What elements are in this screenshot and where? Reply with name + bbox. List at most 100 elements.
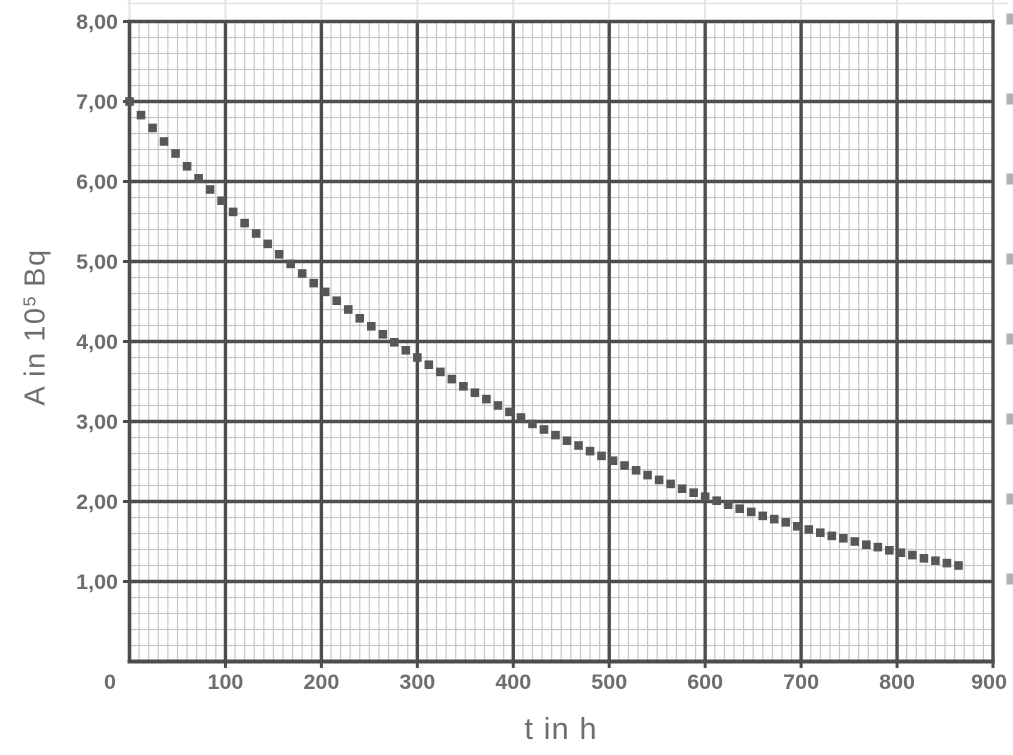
- x-tick-label: 100: [208, 670, 244, 694]
- data-point: [931, 556, 940, 565]
- data-point: [908, 550, 917, 560]
- data-point: [159, 137, 169, 146]
- data-point: [597, 451, 606, 461]
- data-point: [746, 507, 756, 517]
- data-point: [148, 123, 157, 133]
- right-edge-mark: [1006, 333, 1013, 345]
- data-point: [505, 407, 514, 417]
- data-point: [309, 278, 319, 288]
- data-point: [413, 353, 422, 362]
- data-point: [286, 259, 295, 269]
- data-point: [827, 531, 837, 541]
- data-point: [689, 488, 698, 497]
- right-edge-mark: [1006, 413, 1013, 425]
- data-point: [816, 528, 825, 537]
- y-tick-label: 8,00: [76, 10, 118, 34]
- y-axis-title-prefix: A in 10: [19, 306, 52, 406]
- data-point: [297, 269, 307, 278]
- data-point: [136, 110, 146, 120]
- data-point: [896, 548, 906, 557]
- data-point: [228, 207, 238, 217]
- data-point: [251, 229, 261, 238]
- tick-marks: [123, 20, 995, 668]
- right-edge-mark: [1006, 13, 1013, 25]
- data-point: [862, 540, 871, 549]
- y-tick-label: 5,00: [76, 250, 118, 274]
- data-point: [263, 239, 272, 249]
- data-point: [758, 511, 768, 521]
- y-axis-title-exponent: 5: [19, 294, 40, 307]
- data-point: [401, 346, 411, 355]
- x-tick-label: 300: [399, 670, 435, 694]
- data-point: [562, 436, 572, 445]
- data-point: [723, 500, 733, 509]
- data-point: [182, 162, 192, 171]
- right-edge-mark: [1006, 493, 1013, 505]
- data-point: [666, 479, 675, 489]
- data-point: [470, 388, 480, 397]
- right-edge-mark: [1006, 573, 1013, 585]
- data-point: [390, 338, 399, 347]
- data-point: [804, 525, 814, 534]
- data-point: [942, 558, 952, 568]
- data-point: [459, 382, 468, 391]
- data-point: [919, 554, 929, 563]
- data-point: [712, 496, 721, 505]
- x-tick-label: 400: [495, 670, 531, 694]
- data-point: [677, 484, 687, 493]
- data-point: [274, 250, 284, 259]
- data-point: [954, 561, 963, 570]
- data-point: [343, 305, 353, 314]
- data-point: [792, 522, 802, 531]
- data-point: [171, 149, 180, 158]
- x-tick-label: 900: [971, 670, 1007, 694]
- data-point: [528, 419, 537, 429]
- data-point: [885, 546, 894, 555]
- x-tick-label: 800: [879, 670, 915, 694]
- data-point: [608, 456, 618, 465]
- data-point: [493, 401, 503, 410]
- top-crop-artifact: [127, 0, 1008, 19]
- y-tick-label: 3,00: [76, 410, 118, 434]
- y-tick-label: 6,00: [76, 170, 118, 194]
- x-tick-label: 200: [303, 670, 339, 694]
- data-point: [631, 466, 641, 475]
- y-tick-label: 7,00: [76, 90, 118, 114]
- major-grid: [129, 21, 993, 663]
- data-point: [873, 542, 883, 552]
- data-point: [436, 367, 445, 377]
- data-point: [125, 97, 134, 106]
- y-axis-title-suffix: Bq: [19, 248, 52, 287]
- data-point: [539, 425, 549, 434]
- x-tick-label: 500: [591, 670, 627, 694]
- data-point: [332, 296, 342, 305]
- data-point: [735, 504, 745, 513]
- data-point: [240, 218, 249, 228]
- data-point: [700, 492, 710, 501]
- data-point: [516, 413, 526, 422]
- y-tick-label: 2,00: [76, 490, 118, 514]
- data-point: [366, 322, 376, 331]
- data-point: [574, 441, 583, 450]
- data-point: [781, 518, 791, 527]
- x-tick-label: 0: [104, 670, 116, 694]
- y-tick-label: 1,00: [76, 570, 118, 594]
- data-point: [769, 514, 779, 524]
- data-point: [585, 446, 595, 456]
- data-point: [654, 475, 664, 485]
- data-point: [447, 374, 457, 384]
- data-point: [850, 537, 860, 546]
- data-point: [482, 394, 491, 404]
- data-point: [355, 314, 365, 323]
- x-tick-label: 700: [783, 670, 819, 694]
- x-axis-title: t in h: [524, 711, 598, 746]
- right-edge-marks: [1006, 13, 1013, 585]
- data-point: [839, 534, 848, 543]
- axes: [127, 19, 995, 664]
- y-tick-label: 4,00: [76, 330, 118, 354]
- y-tick-labels: 1,00 2,00 3,00 4,00 5,00 6,00 7,00 8,00: [76, 10, 118, 594]
- right-edge-mark: [1006, 173, 1013, 185]
- data-point: [643, 470, 652, 480]
